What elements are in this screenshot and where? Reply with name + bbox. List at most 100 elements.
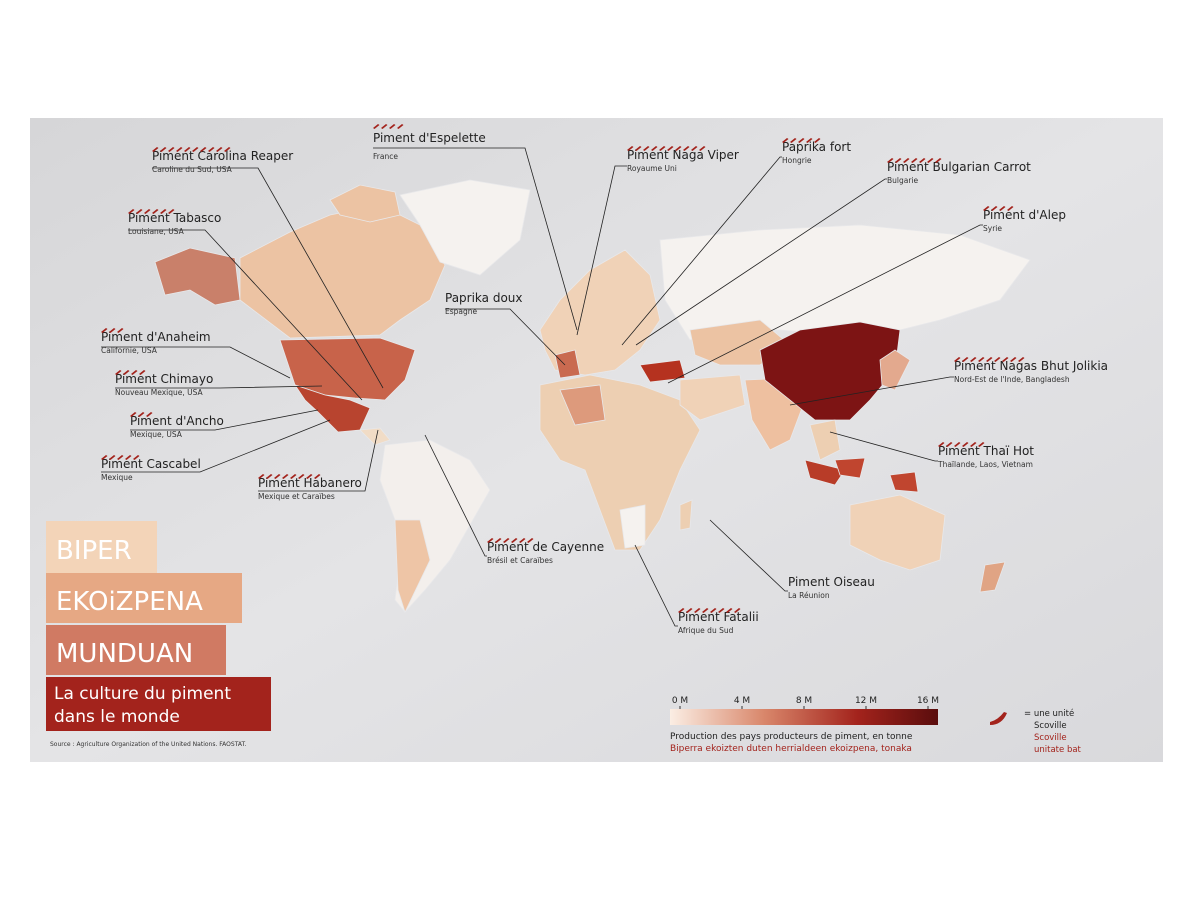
pepper-icon [200,147,207,152]
pepper-region: Thaïlande, Laos, Vietnam [937,460,1033,469]
pepper-region: Caroline du Sud, USA [152,165,233,174]
pepper-icon [991,206,998,211]
pepper-icon [503,538,510,543]
pepper-region: Hongrie [782,156,812,165]
pepper-icon [123,370,130,375]
pepper-region: Nouveau Mexique, USA [115,388,204,397]
pepper-icon [397,124,404,129]
pepper-icon [216,147,223,152]
pepper-icon [160,209,167,214]
leader-line [115,385,323,389]
pepper-icon [946,442,953,447]
leader-line [445,308,566,366]
pepper-icon [139,370,146,375]
pepper-region: La Réunion [788,591,830,600]
pepper-icon [667,146,674,151]
pepper-icon [782,138,789,143]
leader-line [829,431,938,462]
pepper-icon [168,209,175,214]
pepper-icon [887,158,894,163]
scoville-rating [678,608,741,613]
pepper-icon [691,146,698,151]
pepper-name: Piment Fatalii [678,610,759,624]
pepper-icon [1018,357,1025,362]
title-box [46,625,226,675]
pepper-name: Piment Bulgarian Carrot [887,160,1031,174]
scoville-rating [115,370,146,375]
legend-scale [670,709,938,725]
pepper-icon [115,370,122,375]
pepper-region: Californie, USA [101,346,158,355]
pepper-region: Nord-Est de l'Inde, Bangladesh [954,375,1070,384]
scoville-rating [101,455,140,460]
pepper-icon [373,124,380,129]
pepper-icon [527,538,534,543]
legend-tick-label: 8 M [796,696,812,706]
leader-line [789,376,954,406]
pepper-icon [176,147,183,152]
leader-line [634,544,678,627]
pepper-name: Piment Tabasco [128,211,221,225]
title-box [46,573,242,623]
pepper-icon [314,474,321,479]
pepper-icon [133,455,140,460]
pepper-icon [694,608,701,613]
pepper-region: Bulgarie [887,176,919,185]
pepper-icon [954,442,961,447]
pepper-icon [184,147,191,152]
scoville-rating [782,138,821,143]
legend-tick-label: 0 M [672,696,688,706]
unit-label: Scoville [1034,733,1067,743]
pepper-icon [814,138,821,143]
leader-line [576,165,627,336]
pepper-icon [290,474,297,479]
pepper-name: Paprika doux [445,291,523,305]
pepper-icon [511,538,518,543]
pepper-region: Espagne [445,307,478,316]
leader-line [667,224,983,384]
pepper-icon [136,209,143,214]
pepper-icon [168,147,175,152]
pepper-icon [306,474,313,479]
leader-line [621,156,782,346]
scoville-rating [152,147,231,152]
leader-line [152,167,384,389]
pepper-icon [962,442,969,447]
pepper-icon [635,146,642,151]
pepper-icon [927,158,934,163]
pepper-icon [381,124,388,129]
pepper-icon [990,712,1007,725]
pepper-icon [1007,206,1014,211]
pepper-icon [919,158,926,163]
pepper-icon [101,455,108,460]
scoville-rating [128,209,175,214]
pepper-icon [130,412,137,417]
pepper-icon [806,138,813,143]
pepper-icon [678,608,685,613]
pepper-name: Piment Naga Viper [627,148,739,162]
title-box [46,521,157,573]
pepper-icon [519,538,526,543]
world-map [154,179,1031,614]
legend-caption-eu: Biperra ekoizten duten herrialdeen ekoiz… [670,744,912,754]
pepper-icon [938,442,945,447]
leader-line [373,147,578,331]
pepper-name: Piment Carolina Reaper [152,149,293,163]
pepper-region: Royaume Uni [627,164,677,173]
leader-line [101,346,291,379]
leader-line [128,229,363,401]
pepper-icon [101,328,108,333]
pepper-icon [790,138,797,143]
pepper-icon [686,608,693,613]
pepper-icon [138,412,145,417]
pepper-icon [702,608,709,613]
scoville-rating [627,146,706,151]
scoville-rating [101,328,124,333]
pepper-icon [903,158,910,163]
pepper-icon [699,146,706,151]
subtitle-line: La culture du piment [54,684,231,704]
pepper-icon [152,209,159,214]
pepper-icon [109,455,116,460]
pepper-name: Piment Oiseau [788,575,875,589]
leader-line [709,519,788,592]
